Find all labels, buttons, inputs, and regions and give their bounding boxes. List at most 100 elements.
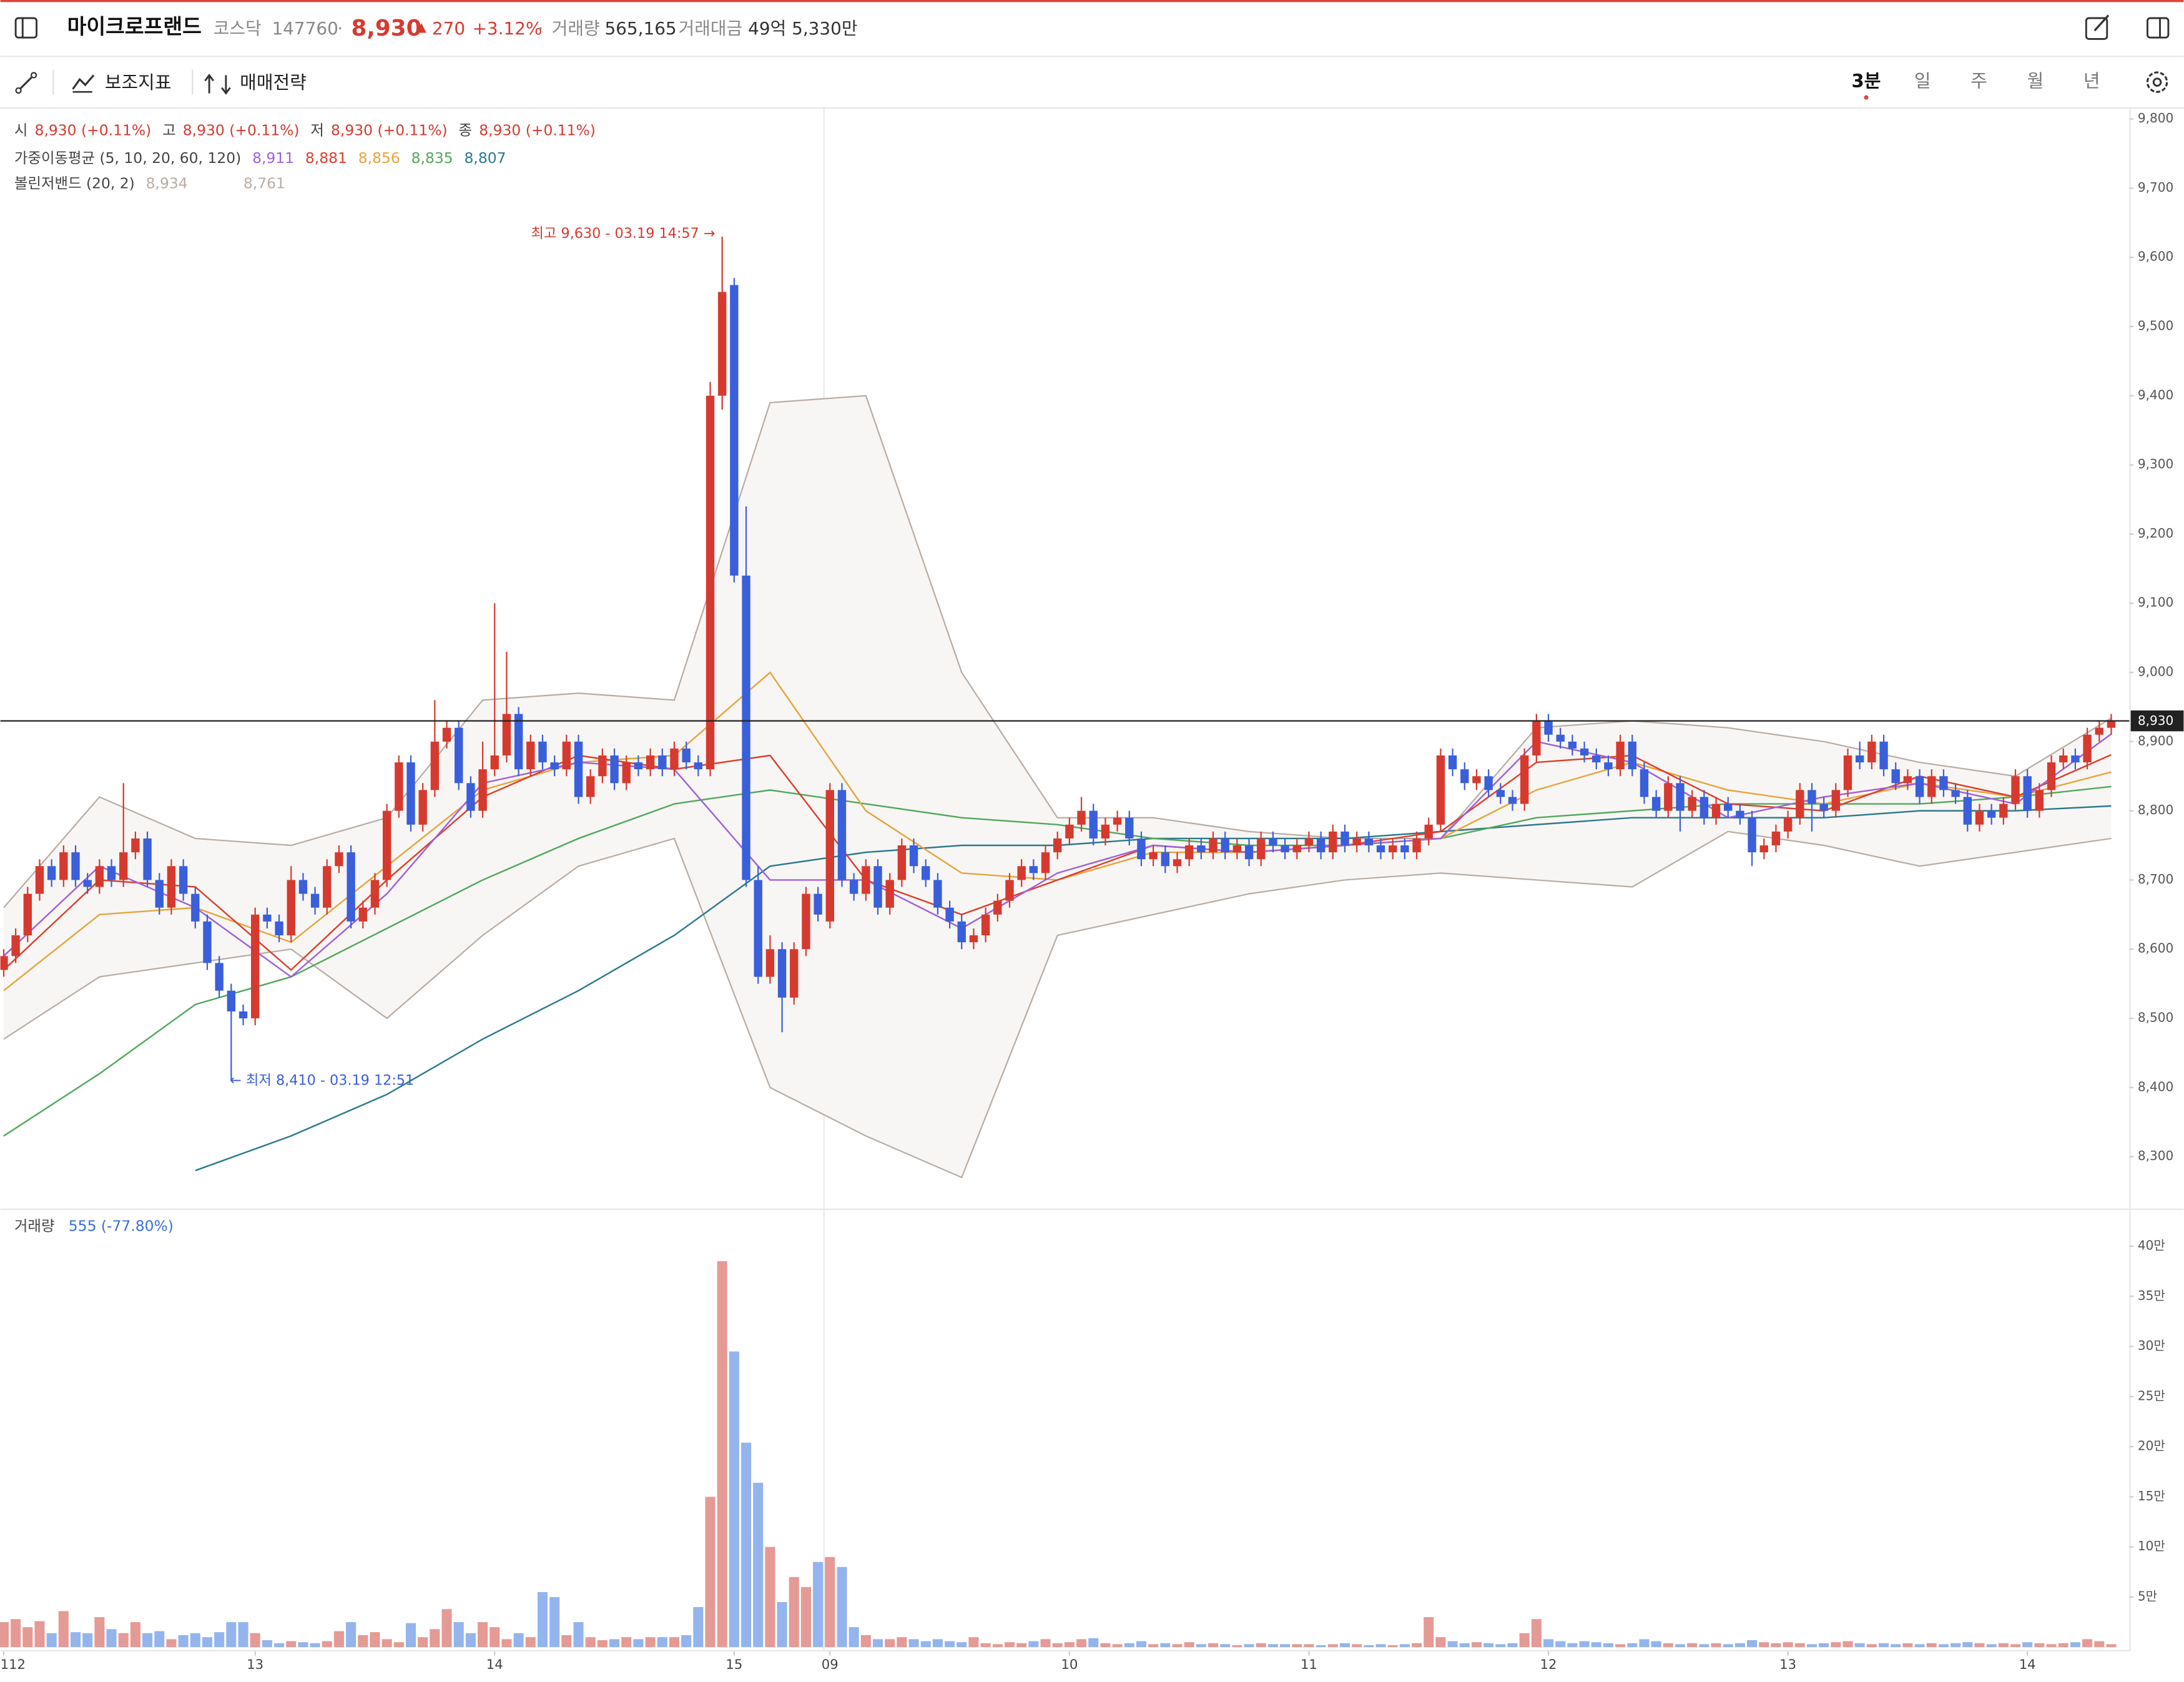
candle-body <box>1149 852 1158 860</box>
candle-body <box>1017 866 1026 880</box>
period-tab[interactable]: 월 <box>2027 71 2044 92</box>
volume-bar <box>2070 1642 2080 1648</box>
volume-label: 거래량 <box>552 18 600 39</box>
icon <box>221 87 231 95</box>
candle-body <box>514 714 523 770</box>
candle-body <box>849 880 858 894</box>
candle-body <box>1412 838 1421 853</box>
volume-bar <box>837 1566 847 1648</box>
volume-bar <box>741 1442 752 1648</box>
candle-body <box>347 852 355 922</box>
icon <box>15 87 22 94</box>
sidebar-toggle[interactable] <box>14 17 38 39</box>
top-accent <box>0 0 2184 2</box>
volume-bar <box>1160 1643 1171 1648</box>
volume-bar <box>1759 1642 1769 1648</box>
volume-bar <box>94 1617 105 1648</box>
volume-bar <box>58 1611 69 1648</box>
edit-button[interactable] <box>2085 14 2110 40</box>
volume-bar <box>1615 1644 1626 1648</box>
volume-bar <box>1124 1643 1134 1648</box>
volume-bar <box>885 1639 895 1648</box>
settings-button[interactable] <box>2146 71 2168 93</box>
volume-bar <box>370 1632 380 1648</box>
indicator-button[interactable]: 보조지표 <box>72 72 172 93</box>
candle-body <box>1005 880 1014 901</box>
candle-body <box>406 762 415 825</box>
volume-bar <box>393 1642 404 1648</box>
volume-bar <box>1435 1637 1446 1648</box>
volume-bar <box>513 1633 524 1648</box>
legend-row: 거래량 555 (-77.80%) <box>14 1217 174 1234</box>
volume-bar <box>1064 1642 1075 1648</box>
period-tabs: 3분 일 주 월 년 <box>1852 71 2100 100</box>
candle-body <box>239 1011 248 1019</box>
candle-body <box>1376 845 1385 853</box>
volume-bar <box>1339 1643 1350 1648</box>
candle-body <box>59 852 68 880</box>
volume-bar <box>609 1639 620 1648</box>
volume-bar <box>1267 1644 1278 1648</box>
market: 코스닥 <box>214 18 262 39</box>
amount-label: 거래대금 <box>679 18 743 39</box>
volume-bar <box>645 1637 656 1648</box>
volume-bar <box>453 1622 464 1648</box>
candle-body <box>574 741 583 797</box>
candle-body <box>1879 741 1888 770</box>
moving-average <box>3 785 2112 1137</box>
period-tab[interactable]: 일 <box>1914 71 1931 92</box>
candle-body <box>1628 741 1636 770</box>
strategy-button[interactable]: 매매전략 <box>204 72 307 95</box>
volume-bar <box>621 1637 632 1648</box>
draw-tool[interactable] <box>15 72 37 94</box>
candle-body <box>1975 810 1984 825</box>
candle-body <box>1651 797 1661 811</box>
volume-bar <box>789 1576 799 1648</box>
volume-bar <box>2058 1643 2068 1648</box>
info-legend: 시 8,930 (+0.11%) 고 8,930 (+0.11%) 저 8,930 (+0… <box>14 121 596 1234</box>
candle-body <box>1963 797 1972 825</box>
candle-body <box>1460 769 1469 784</box>
candle-body <box>646 755 655 770</box>
volume-bar <box>872 1639 883 1648</box>
candle-body <box>1915 776 1924 797</box>
candle-body <box>1125 817 1134 839</box>
volume-bar <box>2082 1639 2093 1648</box>
x-tick-label: 09 <box>822 1656 839 1672</box>
panel-toggle[interactable] <box>2146 17 2170 39</box>
volume-bar <box>1531 1619 1542 1648</box>
volume-bar <box>106 1629 117 1648</box>
period-tab[interactable]: 3분 <box>1852 71 1881 92</box>
candle-body <box>2059 755 2068 763</box>
volume-bar <box>250 1633 260 1648</box>
volume-bar <box>1699 1644 1709 1648</box>
current-price-box <box>2130 710 2184 732</box>
volume-bar <box>2106 1644 2117 1648</box>
candle-body <box>1496 790 1505 797</box>
candle-body <box>1819 804 1828 811</box>
candle-body <box>0 956 8 970</box>
period-tab[interactable]: 년 <box>2083 71 2100 92</box>
volume-bar <box>1495 1644 1506 1648</box>
volume-bar <box>118 1633 129 1648</box>
candle-body <box>610 755 619 784</box>
candle-body <box>335 852 343 867</box>
volume-bar <box>897 1637 907 1648</box>
volume-bar <box>1016 1643 1027 1648</box>
period-tab[interactable]: 주 <box>1970 71 1987 92</box>
candle-body <box>1688 797 1696 811</box>
volume-bar <box>70 1632 81 1648</box>
y-tick-label: 8,400 <box>2138 1079 2173 1094</box>
volume-bar <box>1591 1642 1601 1648</box>
up-arrow: ▲ <box>416 19 426 34</box>
candle-body <box>622 762 631 784</box>
candle-body <box>215 963 224 991</box>
volume-bar <box>46 1633 57 1648</box>
volume-bar <box>1711 1643 1721 1648</box>
volume-bar <box>1244 1644 1254 1648</box>
candle-body <box>1664 783 1673 811</box>
icon <box>204 74 214 82</box>
volume-bar <box>358 1635 368 1648</box>
candle-body <box>167 866 176 908</box>
